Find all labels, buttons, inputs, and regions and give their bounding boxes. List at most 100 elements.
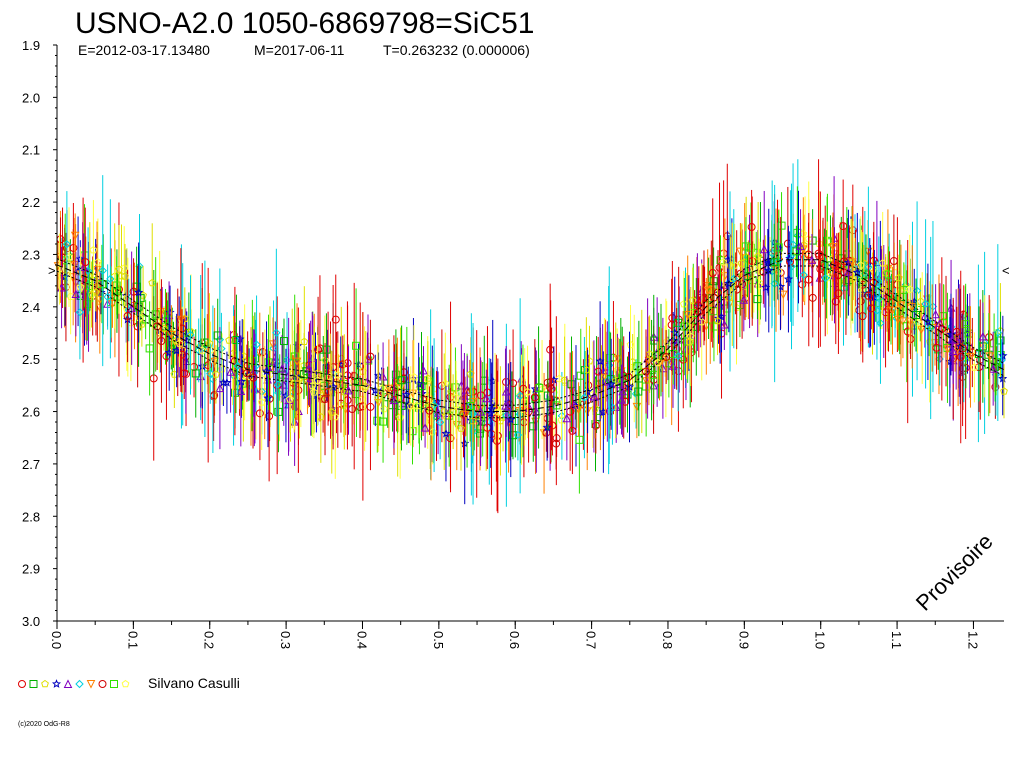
data-point [548, 421, 557, 430]
data-point [869, 278, 878, 287]
data-point [798, 280, 807, 289]
data-point [889, 257, 898, 266]
data-point [440, 407, 449, 415]
axes [56, 45, 1004, 622]
data-point [321, 395, 330, 404]
data-point [446, 434, 455, 443]
data-point [76, 283, 85, 291]
legend-symbol [86, 680, 96, 689]
x-tick-label: 0.5 [431, 631, 446, 649]
data-point [358, 402, 367, 411]
data-point [698, 294, 707, 303]
data-point [754, 252, 763, 260]
data-point [373, 416, 382, 425]
model-curves [56, 252, 1005, 419]
data-point [906, 335, 915, 344]
data-point [591, 421, 600, 430]
data-point [461, 410, 471, 420]
legend-symbol [110, 680, 118, 688]
data-point [71, 289, 81, 299]
data-point [985, 352, 995, 361]
data-point [172, 336, 180, 345]
data-point [905, 285, 914, 293]
data-point [542, 422, 552, 432]
data-point [993, 328, 1003, 337]
data-point [674, 334, 684, 344]
data-point [328, 382, 338, 391]
data-point [135, 313, 144, 321]
provisional-watermark: Provisoire [911, 529, 998, 616]
data-point [796, 241, 805, 250]
data-point [113, 292, 122, 301]
data-point [265, 412, 274, 421]
y-tick-label: 2.2 [22, 195, 40, 210]
data-point [360, 384, 369, 392]
data-point [1000, 387, 1008, 395]
data-point [685, 337, 694, 346]
data-point [574, 405, 583, 415]
data-point [615, 377, 624, 386]
data-point [263, 393, 273, 403]
data-point [279, 337, 288, 346]
x-tick-label: 1.1 [889, 631, 904, 649]
data-point [338, 360, 347, 369]
data-point [212, 370, 220, 378]
data-point [428, 427, 437, 436]
data-point [148, 278, 157, 287]
data-point [774, 243, 783, 252]
data-point [123, 311, 132, 320]
data-point [580, 393, 589, 402]
data-point [729, 274, 738, 283]
y-tick-label: 2.7 [22, 457, 40, 472]
x-ticks: 0.0 0.1 0.2 0.3 0.4 0.5 0.6 0.7 0.8 0.9 1.0 1.1 1.2 [49, 621, 980, 649]
y-tick-label: 2.8 [22, 509, 40, 524]
data-point [334, 370, 342, 379]
data-point [255, 409, 264, 418]
data-point [992, 358, 1001, 367]
data-point [501, 400, 510, 410]
data-point [441, 428, 451, 438]
data-point [965, 340, 975, 350]
data-point [903, 327, 912, 336]
data-point [69, 243, 78, 252]
data-point [888, 306, 897, 316]
data-point [380, 404, 388, 413]
data-point [831, 297, 840, 306]
data-point [268, 340, 278, 350]
data-point [257, 398, 266, 406]
data-point [414, 379, 424, 388]
data-point [951, 334, 961, 344]
x-tick-label: 0.3 [278, 631, 293, 649]
data-point [591, 404, 600, 412]
legend-symbol [121, 679, 130, 688]
y-tick-label: 1.9 [22, 38, 40, 53]
data-point [673, 351, 683, 361]
data-point [948, 346, 958, 356]
data-point [215, 383, 225, 393]
data-point [713, 316, 722, 325]
data-point [292, 357, 302, 367]
data-point [864, 291, 873, 300]
data-point [626, 340, 635, 349]
data-point [83, 300, 92, 309]
data-point [106, 274, 115, 284]
data-point [720, 319, 729, 329]
data-point [605, 354, 614, 363]
data-point [408, 427, 417, 436]
data-point [894, 273, 903, 282]
data-point [352, 341, 361, 350]
data-point [961, 320, 970, 329]
data-point [226, 367, 235, 376]
data-point [814, 249, 823, 258]
legend-symbol [18, 680, 26, 688]
data-point [378, 371, 388, 381]
legend-symbol [41, 679, 49, 688]
data-point [233, 361, 242, 371]
data-point [535, 384, 544, 393]
data-point [379, 417, 388, 426]
data-point [849, 274, 858, 282]
x-tick-label: 0.2 [202, 631, 217, 649]
data-point [575, 435, 584, 444]
data-point [75, 308, 85, 317]
data-point [449, 407, 458, 415]
